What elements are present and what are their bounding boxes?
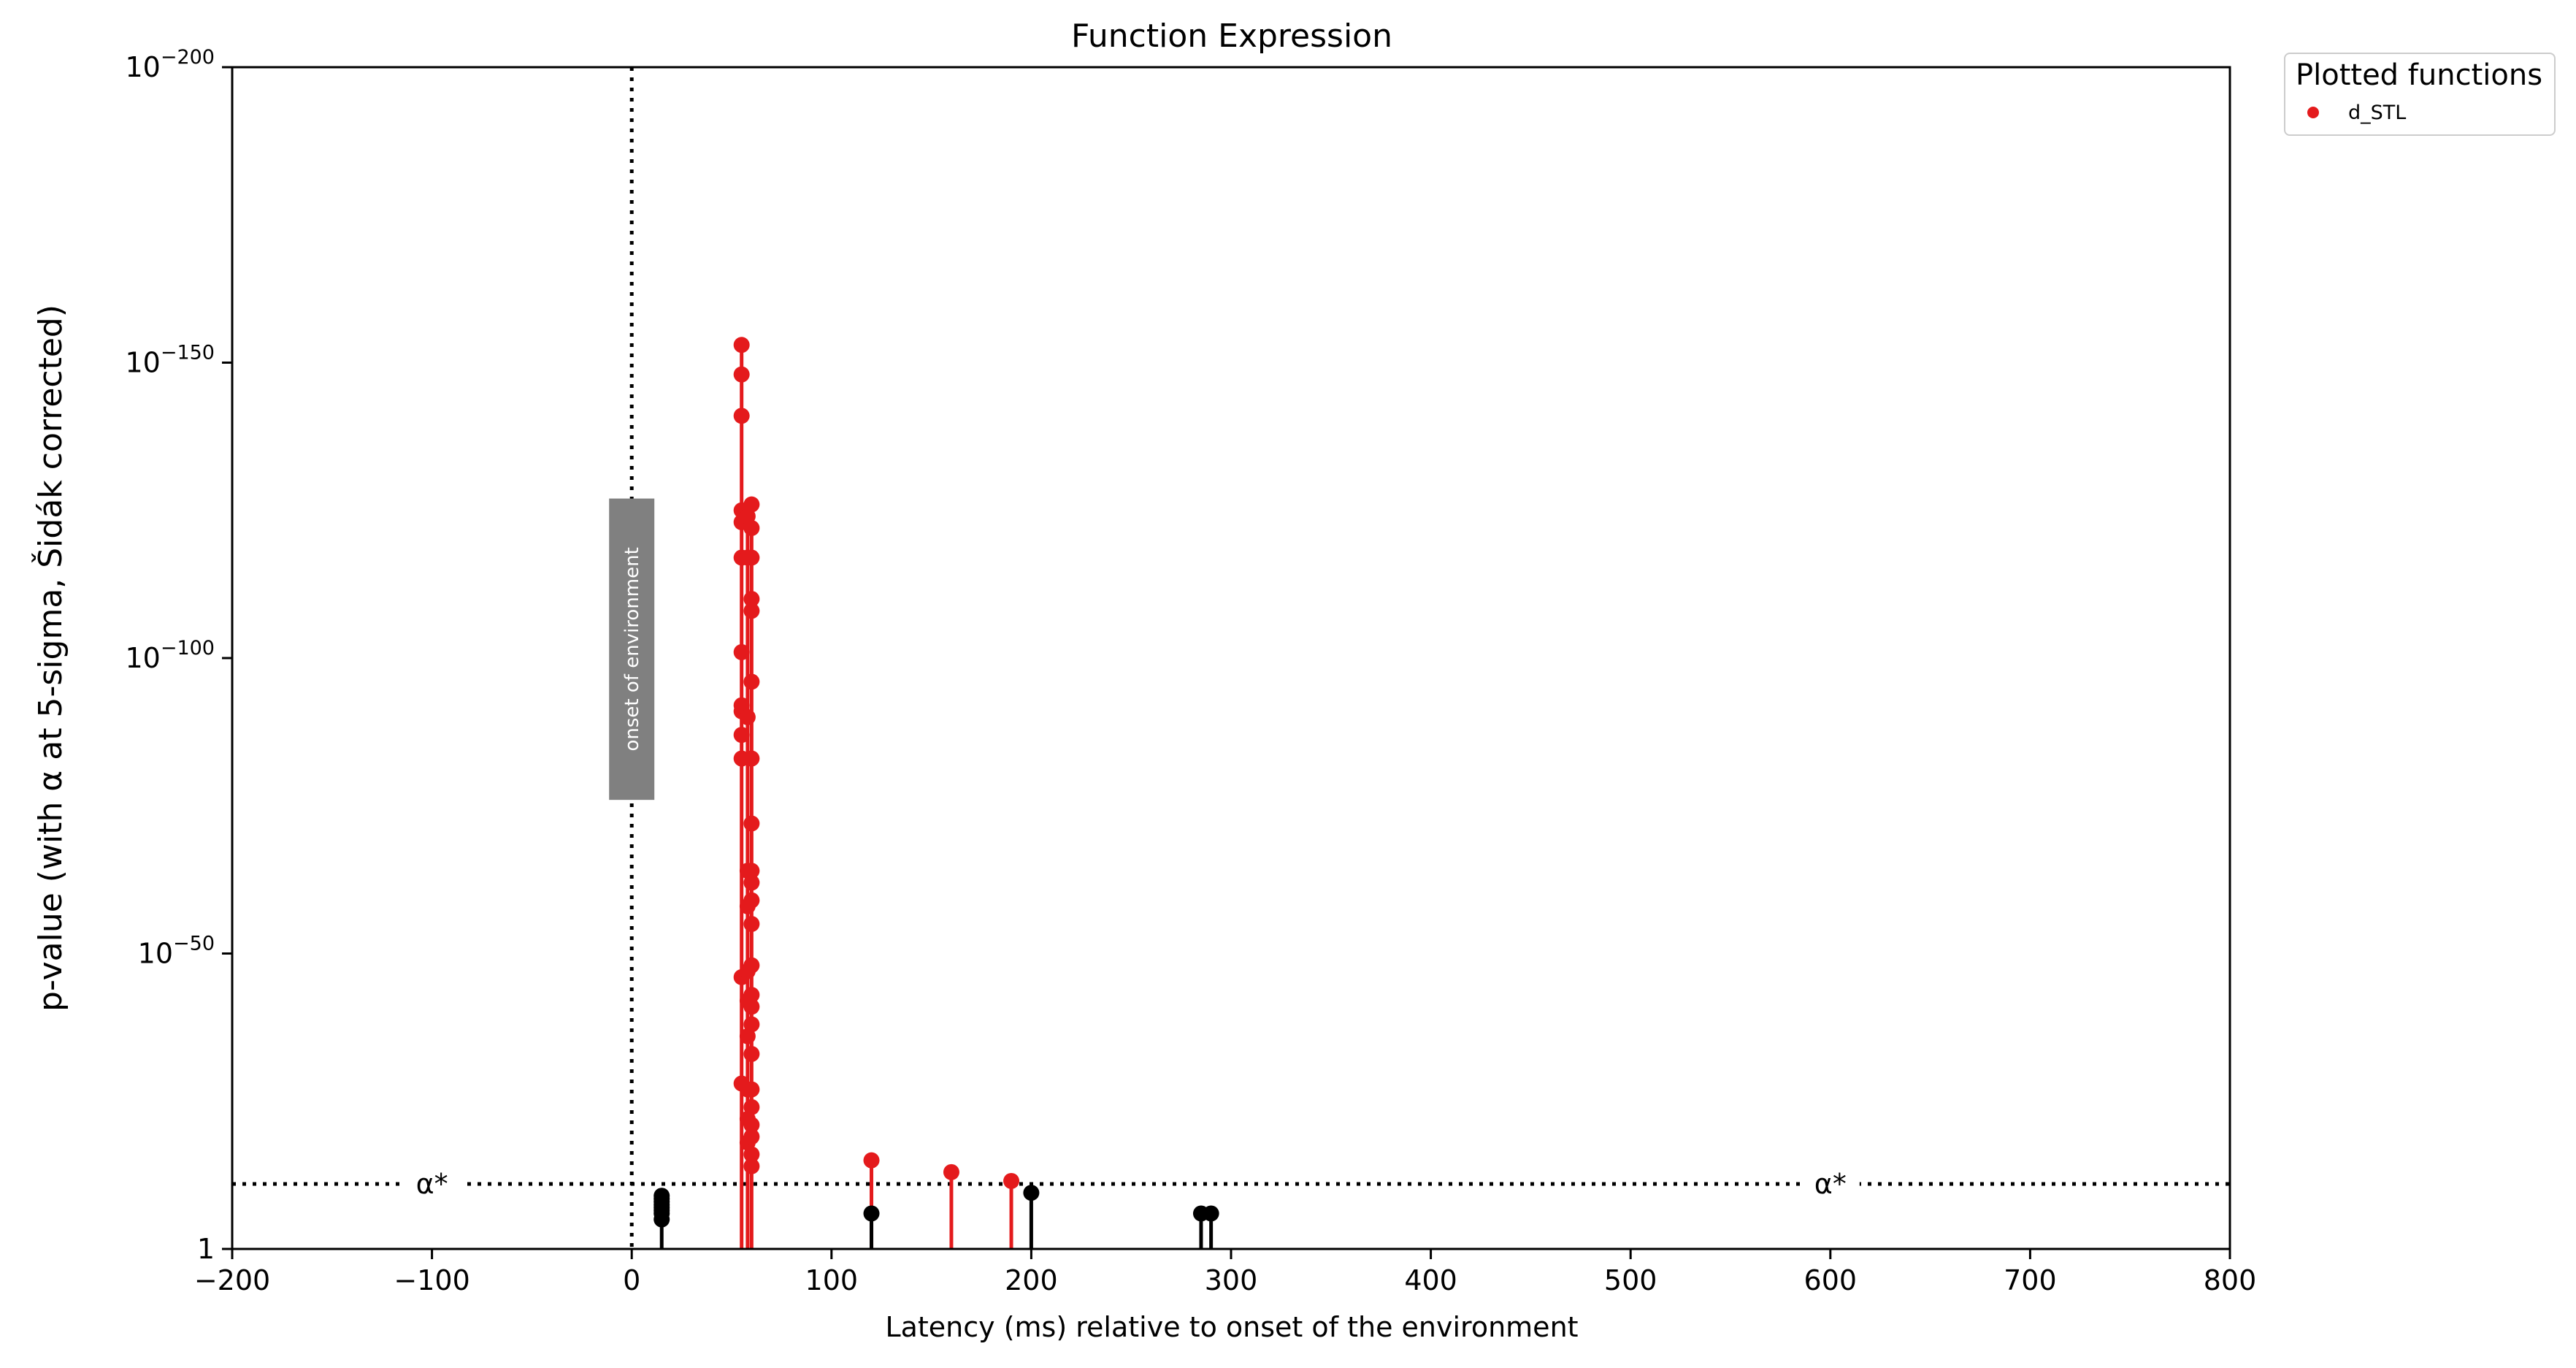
legend-entry-d-stl: d_STL: [2307, 101, 2406, 124]
data-point: [733, 366, 750, 383]
plot-area: onset of environment α* α*: [232, 67, 2230, 1249]
alpha-label-bg: [1801, 1165, 1860, 1204]
data-point: [743, 916, 760, 933]
data-point: [1003, 1172, 1020, 1189]
data-point: [743, 1098, 760, 1115]
alpha-label: α*: [416, 1168, 448, 1200]
data-point: [743, 496, 760, 513]
data-point: [743, 815, 760, 832]
data-point: [743, 874, 760, 891]
data-point: [743, 1081, 760, 1098]
x-tick-label: 0: [623, 1264, 640, 1296]
legend-title: Plotted functions: [2296, 58, 2543, 92]
data-point: [743, 1016, 760, 1033]
legend: Plotted functions d_STL: [2284, 53, 2556, 136]
x-tick-label: 800: [2204, 1264, 2257, 1296]
data-point: [743, 1046, 760, 1063]
data-point: [743, 549, 760, 566]
x-tick-label: 200: [1005, 1264, 1058, 1296]
alpha-label-bg: [402, 1165, 461, 1204]
x-tick-label: 300: [1205, 1264, 1258, 1296]
data-point: [743, 892, 760, 909]
data-point: [743, 998, 760, 1015]
data-point: [653, 1211, 670, 1228]
data-point: [743, 863, 760, 879]
plot-frame: [231, 66, 2231, 1250]
x-axis: −200 −100 0 100 200 300 400 500 600 700 800: [194, 1249, 2256, 1296]
data-point: [743, 1146, 760, 1163]
x-axis-label: Latency (ms) relative to onset of the en…: [885, 1311, 1578, 1343]
data-point: [1203, 1205, 1219, 1222]
x-tick-label: 500: [1604, 1264, 1657, 1296]
data-point: [743, 520, 760, 537]
data-point: [743, 987, 760, 1004]
data-point: [743, 1117, 760, 1134]
onset-label: onset of environment: [621, 547, 643, 751]
data-point: [943, 1163, 959, 1180]
data-point: [863, 1152, 880, 1169]
y-tick-label: 1: [197, 1233, 215, 1265]
data-point: [863, 1205, 880, 1222]
y-axis: 1 10−50 10−100 10−150 10−200: [125, 46, 232, 1265]
legend-label: d_STL: [2348, 101, 2407, 124]
data-point: [1023, 1185, 1040, 1201]
alpha-label: α*: [1814, 1168, 1847, 1200]
data-point: [733, 408, 750, 424]
x-tick-label: −100: [394, 1264, 469, 1296]
x-tick-label: 600: [1804, 1264, 1858, 1296]
y-tick-label: 10−150: [125, 342, 215, 379]
y-axis-label: p-value (with α at 5-sigma, Šidák correc…: [31, 305, 69, 1012]
onset-label-box: [609, 498, 655, 800]
x-tick-label: −200: [194, 1264, 270, 1296]
x-tick-label: 700: [2004, 1264, 2057, 1296]
data-point: [743, 603, 760, 619]
x-tick-label: 100: [805, 1264, 859, 1296]
y-tick-label: 10−200: [125, 46, 215, 83]
data-point: [743, 1158, 760, 1174]
data-point: [743, 1128, 760, 1145]
data-point: [743, 957, 760, 974]
data-point: [739, 708, 756, 725]
x-tick-label: 400: [1404, 1264, 1457, 1296]
legend-marker: [2307, 107, 2319, 118]
data-point: [733, 727, 750, 744]
y-tick-label: 10−100: [125, 637, 215, 674]
data-point: [743, 750, 760, 767]
data-point: [733, 337, 750, 354]
data-point: [743, 673, 760, 690]
data-point: [743, 591, 760, 608]
y-tick-label: 10−50: [138, 933, 215, 970]
data-point: [733, 643, 750, 660]
chart-title: Function Expression: [1071, 18, 1392, 55]
